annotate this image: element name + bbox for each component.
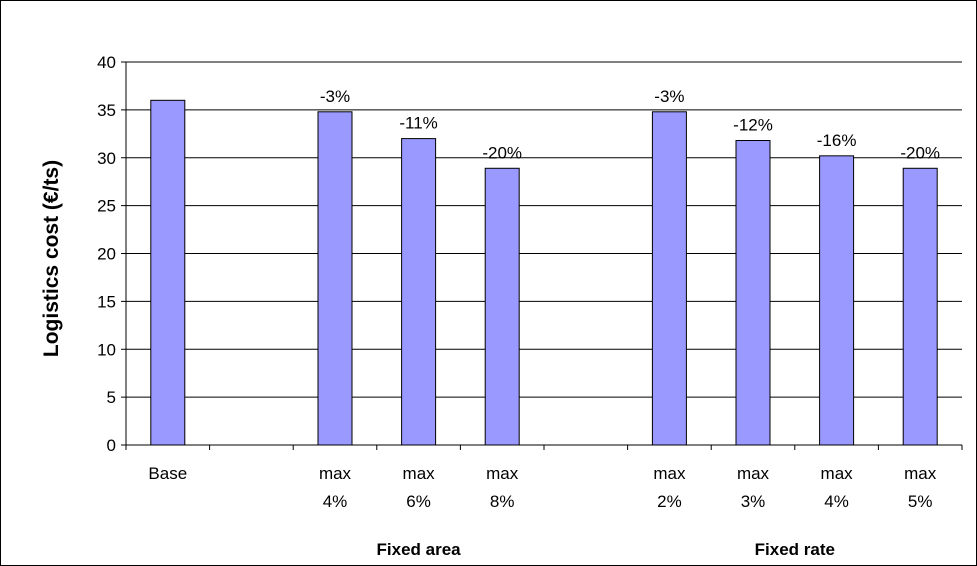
bar [819,155,855,446]
x-tick-label: 4% [824,492,849,511]
y-tick-label: 5 [107,388,116,407]
x-tick-label: Base [148,464,187,483]
data-label: -3% [320,87,350,106]
x-tick-label: max [403,464,436,483]
y-tick-label: 35 [97,101,116,120]
y-tick-label: 40 [97,53,116,72]
group-label: Fixed area [377,540,462,559]
bar-layer [150,99,938,446]
x-tick-label: 5% [908,492,933,511]
y-tick-label: 15 [97,292,116,311]
label-layer: 0 5 10 15 20 25 30 35 40 Base -3% max 4% -11% max 6% -20… [97,53,940,559]
x-tick-label: 3% [741,492,766,511]
y-tick-label: 0 [107,436,116,455]
y-tick-label: 25 [97,197,116,216]
x-tick-label: max [653,464,686,483]
x-tick-label: max [821,464,854,483]
axis-layer [121,61,963,450]
x-tick-label: max [486,464,519,483]
y-tick-label: 30 [97,149,116,168]
data-label: -20% [900,143,940,162]
data-label: -12% [733,116,773,135]
data-label: -11% [399,114,437,133]
bar [317,111,353,446]
y-tick-label: 20 [97,245,116,264]
bar [902,167,938,446]
x-tick-label: 6% [406,492,431,511]
data-label: -16% [817,131,857,150]
x-tick-label: 8% [490,492,515,511]
x-tick-label: max [904,464,937,483]
group-label: Fixed rate [755,540,835,559]
bar [401,138,437,446]
bar [735,140,771,446]
bar [651,111,687,446]
y-tick-label: 10 [97,340,116,359]
data-label: -20% [482,143,522,162]
bar [150,99,186,446]
grid-layer [126,61,962,398]
x-tick-label: max [319,464,352,483]
data-label: -3% [654,87,684,106]
x-tick-label: 4% [323,492,348,511]
y-axis-title: Logistics cost (€/ts) [40,160,63,357]
bar [484,167,520,446]
x-tick-label: 2% [657,492,682,511]
x-tick-label: max [737,464,770,483]
